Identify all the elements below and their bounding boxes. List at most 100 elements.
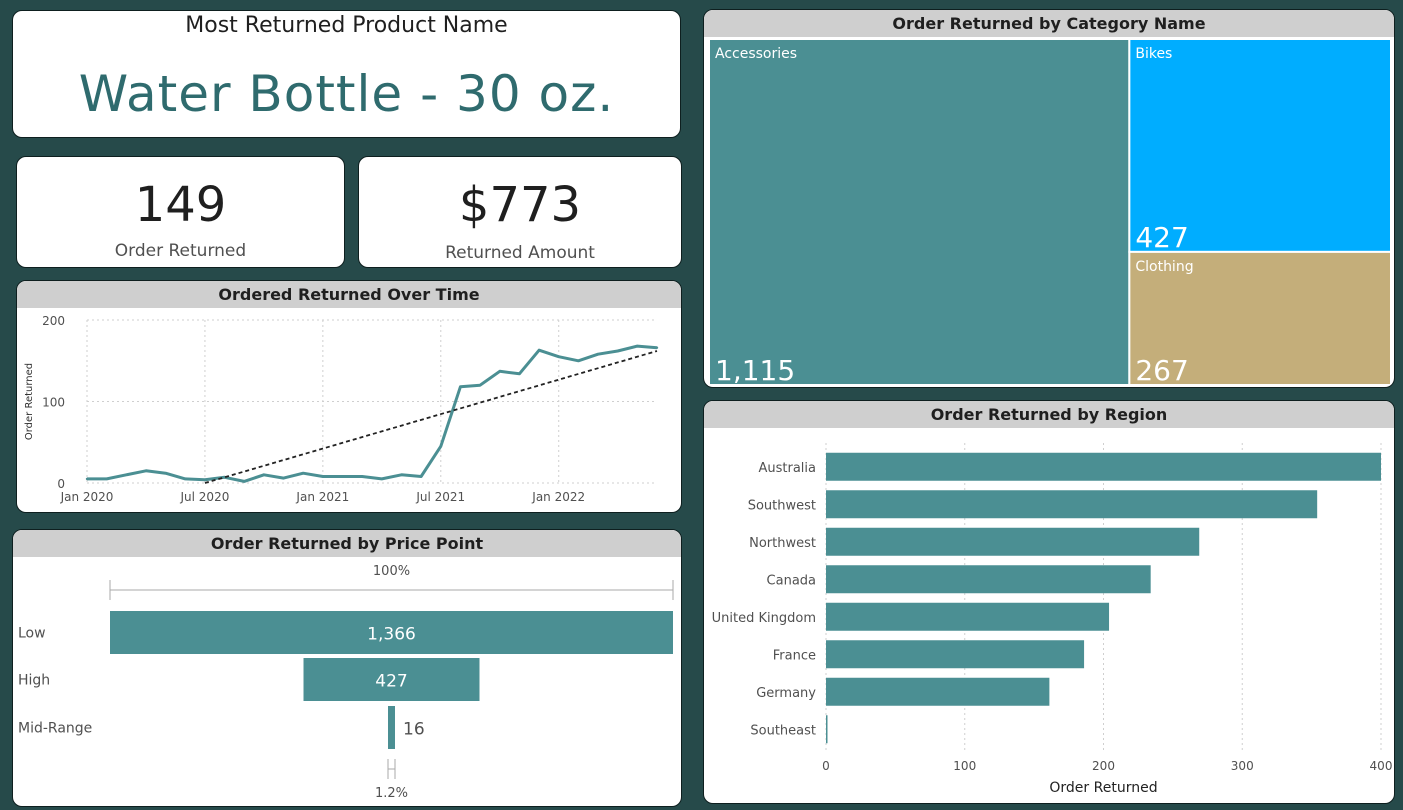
data-point: [184, 477, 187, 481]
product-card-title: Most Returned Product Name: [185, 13, 508, 38]
treemap-value-label: 267: [1135, 354, 1188, 387]
x-tick-label: Jan 2022: [531, 490, 585, 504]
region-bar: [826, 602, 1110, 631]
region-bar: [826, 640, 1085, 669]
data-point: [577, 359, 580, 362]
region-title: Order Returned by Region: [704, 401, 1394, 428]
treemap-tile: [708, 38, 1131, 386]
series-line: [87, 344, 658, 483]
data-point: [105, 477, 108, 481]
kpi-orders-label: Order Returned: [114, 241, 247, 261]
data-point: [419, 475, 423, 478]
region-label: United Kingdom: [712, 611, 816, 626]
data-point: [537, 348, 541, 352]
y-axis-label: Order Returned: [24, 363, 35, 440]
data-point: [85, 477, 89, 481]
data-point: [164, 472, 167, 475]
funnel-category-label: Low: [18, 626, 46, 642]
x-axis-label: Order Returned: [1049, 780, 1157, 796]
data-point: [360, 475, 364, 478]
data-point: [616, 349, 619, 353]
kpi-amount-card: $773 Returned Amount: [358, 156, 682, 268]
over-time-chart: 0 100 200 Jan 2020 Jul 2020 Jan 2021 Jul 2021 J…: [24, 314, 659, 504]
x-tick-label: Jul 2020: [180, 490, 230, 504]
funnel-category-label: Mid-Range: [18, 721, 92, 737]
region-card: Order Returned by Region 0 100 200 300 400 Au…: [703, 400, 1395, 804]
data-point: [341, 475, 344, 478]
y-tick-label: 200: [42, 314, 65, 328]
data-point: [321, 475, 325, 478]
data-point: [478, 384, 482, 387]
kpi-amount-value: $773: [458, 177, 582, 233]
data-point: [596, 353, 600, 356]
category-chart: Accessories 1,115 Bikes 427 Clothing 267: [708, 38, 1392, 387]
price-point-chart: 100% Low 1,366 High 427 Mid-Range 16 1.2%: [18, 564, 674, 801]
over-time-card: Ordered Returned Over Time 0 100 200 Jan 20…: [16, 280, 682, 513]
region-label: Canada: [767, 573, 816, 588]
funnel-bar: [110, 611, 673, 654]
x-tick-label: Jan 2021: [295, 490, 349, 504]
funnel-top-percent: 100%: [373, 564, 410, 579]
category-title: Order Returned by Category Name: [704, 10, 1394, 37]
x-tick-label: 400: [1370, 759, 1393, 773]
funnel-bar: [388, 706, 395, 749]
data-point: [518, 372, 521, 375]
price-point-title: Order Returned by Price Point: [13, 530, 681, 557]
region-bar: [826, 490, 1318, 519]
product-card: Most Returned Product Name Water Bottle …: [12, 10, 681, 138]
data-point: [400, 473, 403, 477]
region-label: Australia: [758, 461, 816, 476]
x-tick-label: 100: [953, 759, 976, 773]
category-card: Order Returned by Category Name Accessor…: [703, 9, 1395, 388]
region-label: Germany: [756, 686, 816, 701]
data-point: [262, 473, 266, 477]
region-chart: 0 100 200 300 400 Australia Southwest Northwest…: [712, 443, 1393, 796]
treemap-tile: [1128, 250, 1392, 386]
kpi-amount-label: Returned Amount: [445, 243, 595, 263]
region-bar: [826, 565, 1151, 594]
data-point: [636, 344, 639, 348]
x-tick-label: 0: [822, 759, 830, 773]
treemap-category-label: Accessories: [715, 46, 797, 62]
region-bar: [826, 715, 828, 744]
funnel-bar: [303, 658, 480, 701]
region-label: Northwest: [749, 536, 816, 551]
data-point: [282, 476, 285, 480]
data-point: [243, 480, 246, 483]
over-time-title: Ordered Returned Over Time: [17, 281, 681, 308]
region-label: Southwest: [748, 498, 816, 513]
product-card-value: Water Bottle - 30 oz.: [78, 65, 615, 123]
price-point-card: Order Returned by Price Point 100% Low 1,3…: [12, 529, 682, 807]
data-point: [380, 477, 384, 481]
data-point: [655, 346, 659, 349]
treemap-category-label: Bikes: [1135, 46, 1172, 62]
data-point: [144, 469, 148, 472]
treemap-value-label: 1,115: [715, 354, 795, 387]
kpi-orders-value: 149: [134, 177, 227, 233]
region-label: France: [773, 648, 816, 663]
funnel-bottom-percent: 1.2%: [375, 786, 408, 801]
funnel-value-label: 1,366: [367, 625, 416, 645]
funnel-value-label: 16: [403, 720, 425, 740]
data-point: [302, 472, 305, 475]
data-point: [439, 445, 442, 448]
x-tick-label: 300: [1231, 759, 1254, 773]
data-point: [125, 473, 128, 477]
x-tick-label: 200: [1092, 759, 1115, 773]
x-tick-label: Jan 2020: [60, 490, 114, 504]
treemap-value-label: 427: [1135, 221, 1188, 254]
trend-line: [204, 350, 658, 484]
treemap-category-label: Clothing: [1135, 259, 1193, 275]
data-point: [498, 370, 501, 373]
funnel-category-label: High: [18, 673, 50, 689]
data-point: [203, 478, 207, 481]
region-label: Southeast: [750, 723, 816, 738]
y-tick-label: 0: [57, 477, 65, 491]
x-tick-label: Jul 2021: [415, 490, 465, 504]
region-bar: [826, 527, 1200, 556]
funnel-value-label: 427: [375, 672, 407, 692]
treemap-tile: [1128, 38, 1392, 253]
y-tick-label: 100: [42, 396, 65, 410]
data-point: [557, 355, 560, 358]
region-bar: [826, 452, 1381, 481]
